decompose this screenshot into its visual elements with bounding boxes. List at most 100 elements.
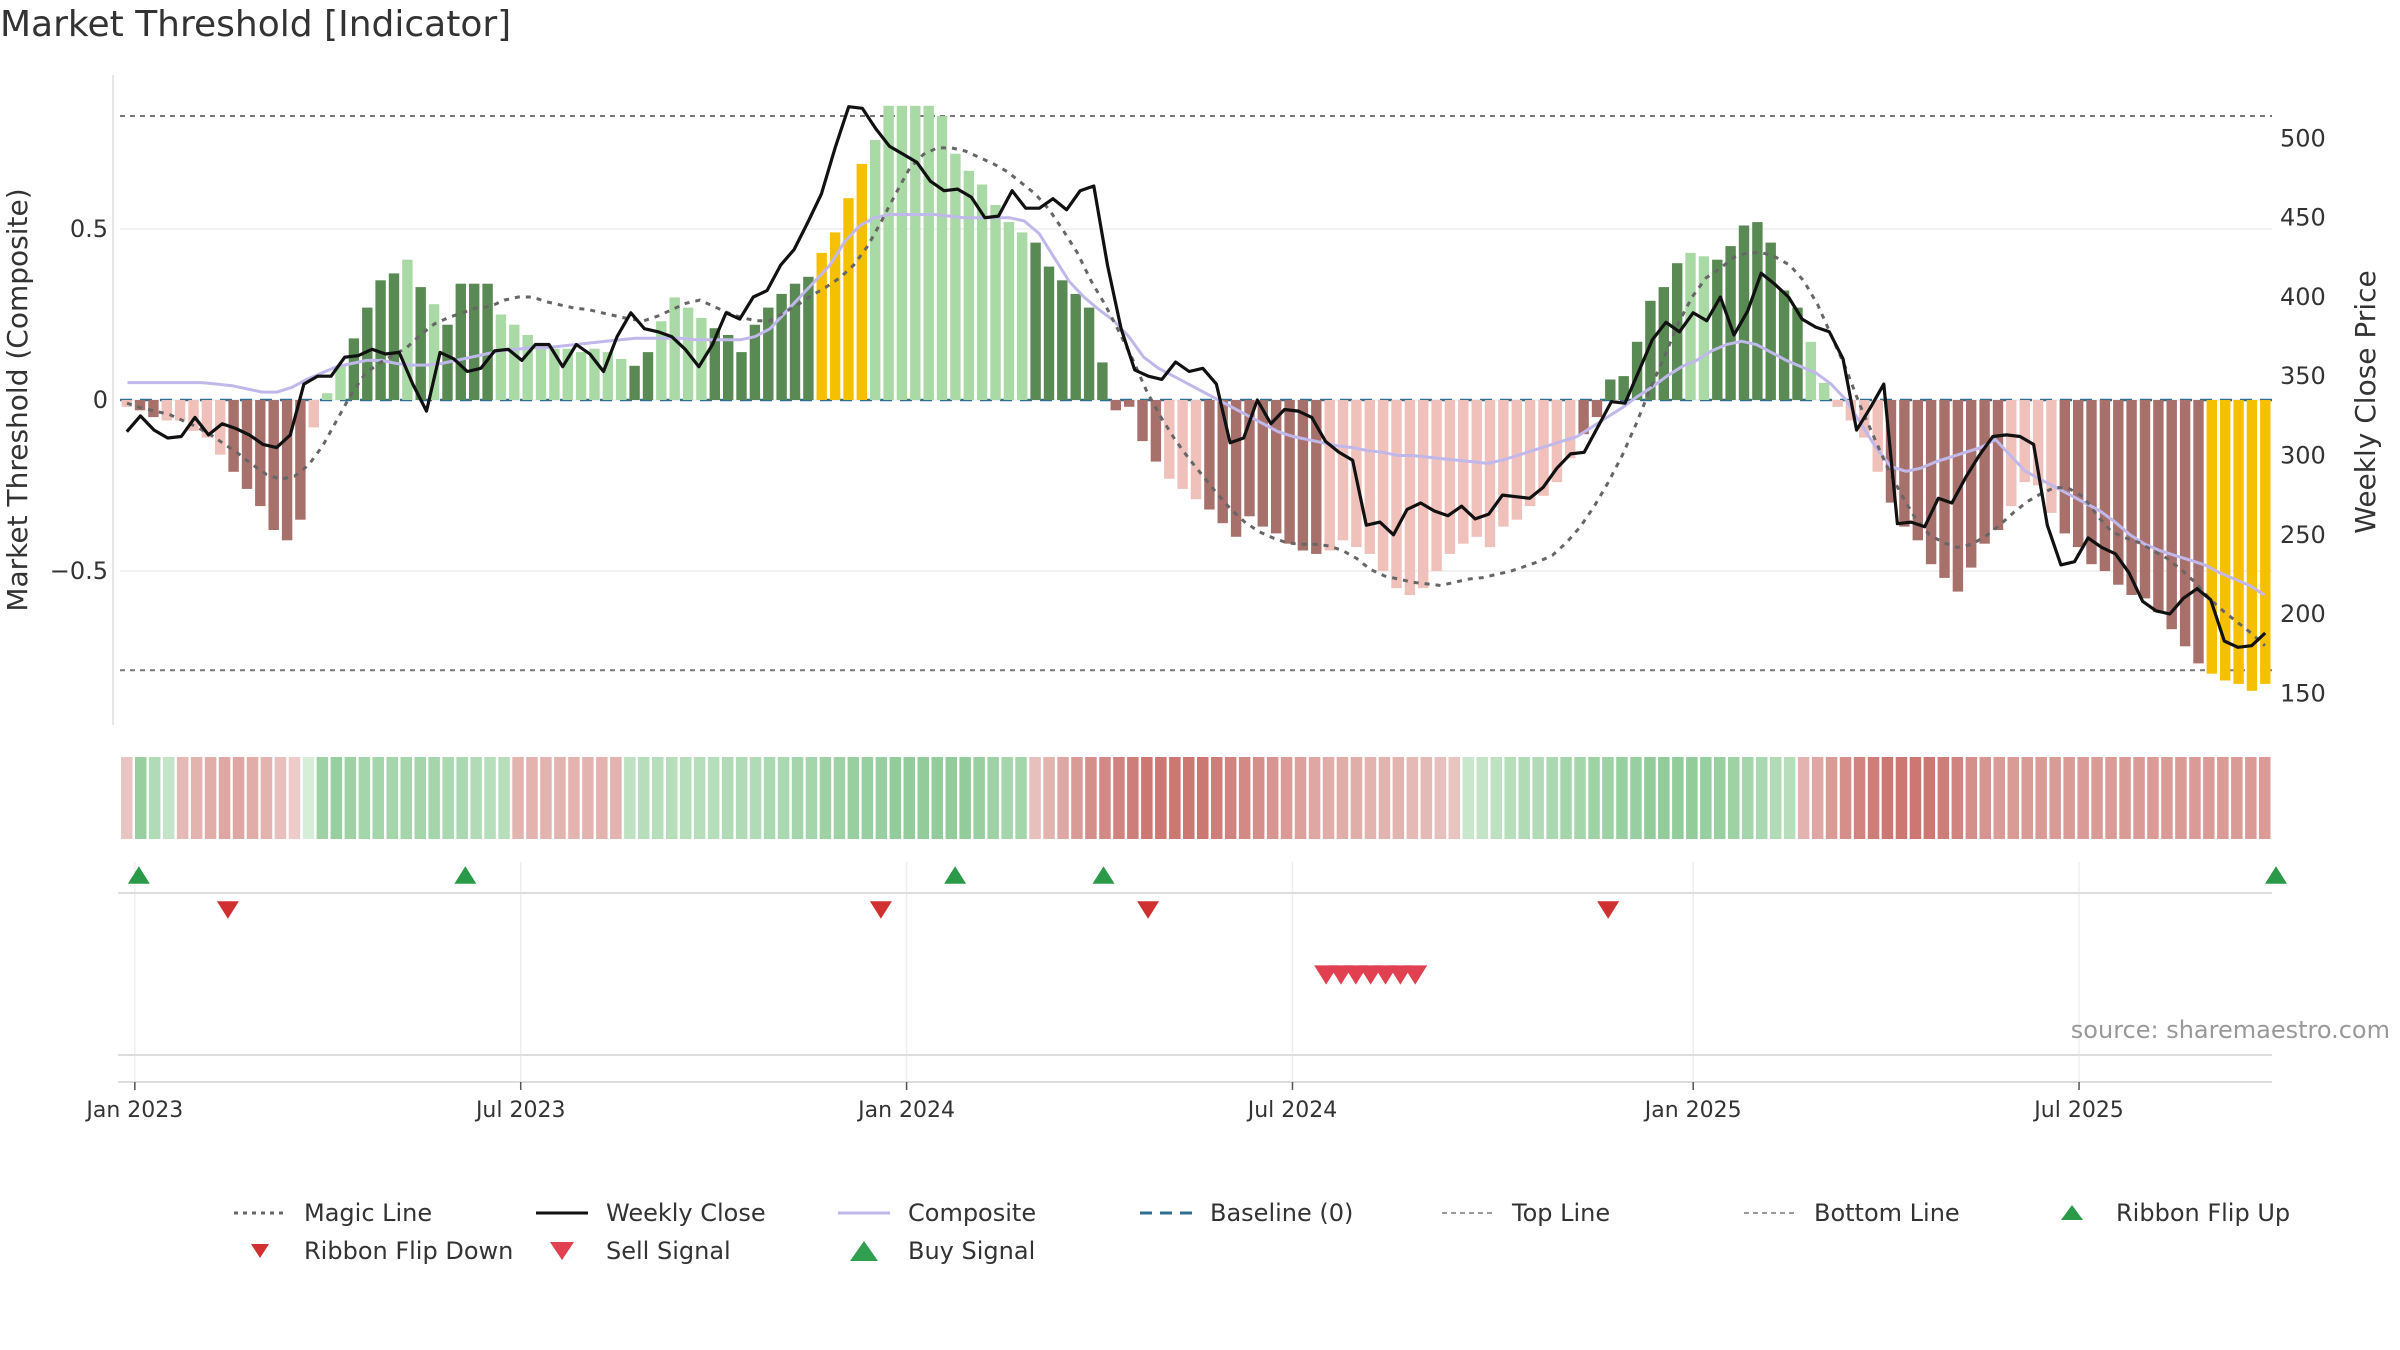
ribbon-cell [316,757,329,839]
composite-bar [629,365,640,400]
legend-label: Magic Line [304,1199,433,1227]
ribbon-cell [2119,757,2131,839]
composite-bar [602,352,614,400]
composite-bar [709,328,720,400]
ribbon-cell [1448,757,1460,839]
ribbon-cell [1406,757,1419,839]
ribbon-cell [1839,757,1852,839]
ribbon-cell [2189,757,2201,839]
ribbon-cell [1532,757,1544,839]
composite-bar [1097,362,1108,400]
composite-bar [2260,400,2271,684]
ribbon-cell [1169,757,1181,839]
legend-label: Buy Signal [908,1237,1036,1265]
legend-marker [251,1244,269,1258]
ribbon-cell [1797,757,1810,839]
ribbon-cell [1630,757,1642,839]
legend-symbol-buy [850,1241,878,1261]
composite-bar [1070,293,1081,400]
ribbon-cell [693,757,706,839]
composite-bar [1872,400,1883,472]
composite-bar [642,352,654,400]
ribbon-cell [1490,757,1502,839]
composite-bar [1792,307,1803,400]
ribbon-cell [1811,757,1824,839]
ribbon-cell [1099,757,1111,839]
ribbon-cell [274,757,287,839]
ribbon-cell [777,757,790,839]
ribbon-cell [889,757,902,839]
ribbon-cell [260,757,273,839]
composite-bar [161,400,172,421]
y-right-axis-title: Weekly Close Price [2349,270,2382,533]
composite-bar [1979,400,1990,544]
composite-bar [2006,400,2017,507]
ribbon-cell [1183,757,1195,839]
ribbon-cell [1043,757,1055,839]
composite-bar [1444,400,1456,554]
composite-bar [1257,400,1268,527]
ribbon-cell [428,757,440,839]
ribbon-cell [1113,757,1125,839]
ribbon-flip-up-marker [1092,866,1115,884]
composite-bar [1324,400,1335,551]
composite-bar [1297,400,1309,551]
legend-symbol-bottom [1744,1212,1796,1214]
composite-bar [121,400,132,407]
composite-bar [2220,400,2231,681]
composite-bar [1017,232,1028,400]
composite-bar [829,232,841,400]
composite-bar [883,105,894,401]
ribbon-cell [987,757,999,839]
legend-symbol-close [536,1211,588,1215]
ribbon-cell [875,757,888,839]
legend-item-flip_down: Ribbon Flip Down [230,1236,513,1266]
composite-bar [1458,400,1469,544]
composite-bar [696,317,707,400]
legend-item-flip_up: Ribbon Flip Up [2042,1198,2290,1228]
composite-bar [2032,400,2044,486]
ribbon-cell [121,757,133,839]
ribbon-cell [344,757,357,839]
composite-bar [1832,400,1843,407]
legend-symbol-flip_down [251,1244,269,1258]
composite-bar [1217,400,1228,524]
composite-bar [1043,266,1055,400]
legend-symbol-flip_up [2061,1205,2083,1220]
ribbon-cell [1742,757,1754,839]
composite-bar [1271,400,1282,534]
x-axis: Jan 2023 Jul 2023 Jan 2024 Jul 2024 Jan 2025… [84,1082,2124,1123]
composite-bar [549,348,560,400]
ribbon-flip-down-marker [869,901,892,919]
ribbon-cell [456,757,468,839]
composite-bar [843,198,854,400]
y-tick-label: 0 [93,386,108,414]
ribbon-cell [2077,757,2089,839]
ribbon-cell [1462,757,1474,839]
legend-item-close: Weekly Close [532,1198,766,1228]
x-tick-label: Jan 2025 [1643,1098,1742,1123]
composite-bar [1992,400,2004,530]
ribbon-cell [680,757,692,839]
composite-bar [2246,400,2258,691]
ribbon-cell [400,757,412,839]
x-tick-label: Jul 2024 [1246,1098,1338,1123]
composite-bar [763,307,774,400]
ribbon-cell [288,757,301,839]
ribbon-cell [246,757,259,839]
composite-bar [375,280,386,400]
composite-bar [2113,400,2124,585]
composite-bar [749,324,761,400]
composite-bar [2073,400,2084,548]
ribbon-cell [652,757,664,839]
composite-bar [1404,400,1416,595]
ribbon-flip-up-marker [944,866,967,884]
ribbon-cell [135,757,147,839]
ribbon-cell [1266,757,1279,839]
composite-bar [789,283,801,400]
composite-bar [482,283,493,400]
ribbon-cell [1504,757,1516,839]
ribbon-cell [1574,757,1586,839]
ribbon-cell [218,757,231,839]
